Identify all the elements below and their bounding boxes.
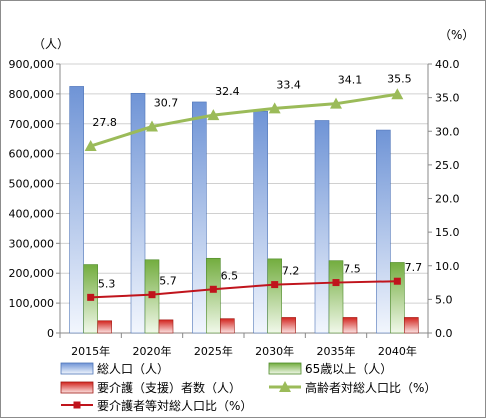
marker-elderly-ratio xyxy=(268,102,281,114)
data-labels: 27.8 30.7 32.4 33.4 34.1 35.5 5.3 5.7 6.5 7.2 7.5 7… xyxy=(92,72,422,290)
label-elderly-ratio: 32.4 xyxy=(215,85,240,98)
bar-care-needed xyxy=(97,320,112,334)
marker-elderly-ratio xyxy=(391,88,404,100)
legend-swatch-care-needed xyxy=(60,381,94,394)
bar-total-population xyxy=(192,101,207,334)
bar-aged-65-plus xyxy=(328,260,344,334)
left-tick-label: 200,000 xyxy=(9,267,55,280)
marker-care-ratio xyxy=(271,281,279,289)
marker-care-ratio xyxy=(332,279,340,287)
x-tick-label: 2035年 xyxy=(317,344,356,358)
bar-total-population xyxy=(69,86,84,334)
left-tick-label: 300,000 xyxy=(9,237,55,250)
right-tick-label: 10.0 xyxy=(435,260,460,273)
marker-care-ratio xyxy=(148,291,156,299)
marker-elderly-ratio xyxy=(207,109,220,121)
legend-label-elderly-ratio: 高齢者対総人口比（%） xyxy=(305,380,436,395)
gridlines xyxy=(60,63,428,334)
left-tick-label: 400,000 xyxy=(9,207,55,220)
left-axis-unit: （人） xyxy=(33,37,69,51)
bar-care-needed xyxy=(158,319,174,334)
label-care-ratio: 7.7 xyxy=(405,261,423,274)
label-care-ratio: 7.5 xyxy=(343,263,361,276)
legend-swatch-total-population xyxy=(60,362,94,375)
bar-total-population xyxy=(314,120,330,334)
label-care-ratio: 7.2 xyxy=(282,265,300,278)
legend-label-care-needed: 要介護（支援）者数（人） xyxy=(97,380,241,395)
bar-total-population xyxy=(130,92,146,334)
right-tick-label: 25.0 xyxy=(435,159,460,172)
right-tick-label: 0.0 xyxy=(435,327,453,340)
bar-care-needed xyxy=(342,317,358,334)
bar-total-population xyxy=(253,110,268,334)
marker-elderly-ratio xyxy=(146,120,158,132)
bar-aged-65-plus xyxy=(267,258,282,334)
x-tick-label: 2025年 xyxy=(194,344,233,358)
label-care-ratio: 5.7 xyxy=(159,275,177,288)
label-elderly-ratio: 27.8 xyxy=(92,116,117,129)
marker-care-ratio xyxy=(87,293,95,301)
marker-elderly-ratio xyxy=(84,140,97,152)
bar-care-needed xyxy=(220,318,235,334)
left-tick-label: 700,000 xyxy=(9,118,55,131)
bar-aged-65-plus xyxy=(390,262,405,334)
label-care-ratio: 6.5 xyxy=(221,269,239,282)
right-tick-label: 15.0 xyxy=(435,226,460,239)
x-tick-label: 2015年 xyxy=(71,344,110,358)
legend-label-total-population: 総人口（人） xyxy=(97,362,169,376)
x-tick-label: 2020年 xyxy=(133,344,172,358)
left-tick-label: 500,000 xyxy=(9,178,55,191)
legend-marker-care-ratio xyxy=(73,401,81,409)
label-elderly-ratio: 30.7 xyxy=(154,97,179,110)
legend-marker-elderly-ratio xyxy=(279,381,291,392)
right-tick-label: 40.0 xyxy=(435,58,460,71)
x-tick-label: 2030年 xyxy=(255,344,294,358)
label-care-ratio: 5.3 xyxy=(98,277,116,290)
right-tick-label: 30.0 xyxy=(435,125,460,138)
x-tick-label: 2040年 xyxy=(378,344,417,358)
lines xyxy=(84,88,404,301)
bar-care-needed xyxy=(281,317,296,334)
legend-label-aged-65-plus: 65歳以上（人） xyxy=(305,362,392,376)
bar-care-needed xyxy=(404,317,419,334)
left-tick-label: 600,000 xyxy=(9,148,55,161)
bar-total-population xyxy=(376,129,391,334)
marker-elderly-ratio xyxy=(330,97,342,109)
legend: 総人口（人） 65歳以上（人） 要介護（支援）者数（人） 高齢者対総人口比（%） 要介護… xyxy=(60,362,436,413)
legend-label-care-ratio: 要介護者等対総人口比（%） xyxy=(97,398,252,413)
axes: 0 100,000 200,000 300,000 400,000 500,000 600,… xyxy=(9,28,475,358)
bars xyxy=(69,86,419,334)
marker-care-ratio xyxy=(393,277,401,285)
bar-aged-65-plus xyxy=(206,257,221,334)
label-elderly-ratio: 35.5 xyxy=(387,72,412,85)
right-tick-label: 35.0 xyxy=(435,92,460,105)
left-tick-label: 800,000 xyxy=(9,88,55,101)
line-care-ratio xyxy=(90,280,398,299)
left-tick-label: 100,000 xyxy=(9,297,55,310)
left-tick-label: 900,000 xyxy=(9,58,55,71)
line-elderly-ratio xyxy=(90,92,398,148)
legend-swatch-aged-65-plus xyxy=(268,362,302,375)
left-tick-label: 0 xyxy=(47,327,54,340)
right-axis-unit: （%） xyxy=(439,28,474,42)
right-tick-label: 5.0 xyxy=(435,293,453,306)
label-elderly-ratio: 34.1 xyxy=(338,74,363,87)
marker-care-ratio xyxy=(209,285,217,293)
right-tick-label: 20.0 xyxy=(435,193,460,206)
label-elderly-ratio: 33.4 xyxy=(276,78,301,91)
